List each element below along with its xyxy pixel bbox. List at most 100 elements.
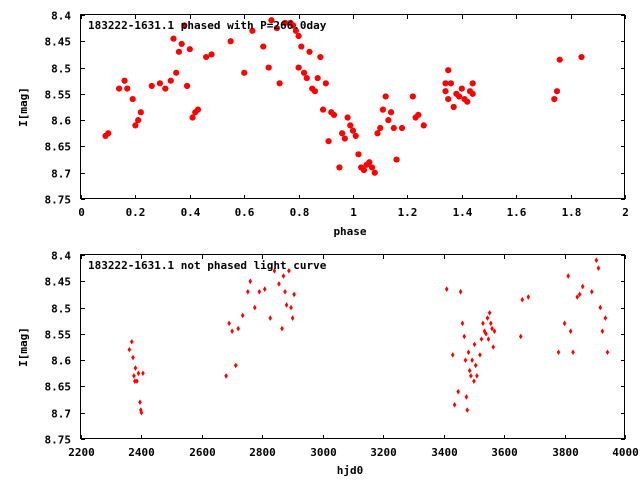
phased-data-point: [464, 98, 471, 105]
unphased-x-tick-label: 2600: [189, 446, 216, 459]
unphased-data-point: [290, 315, 295, 321]
phased-data-point: [186, 46, 193, 53]
unphased-data-point: [518, 333, 523, 340]
unphased-x-ticks: 2200 2400 2600 2800 3000 3200 3400 3600 3800 4000: [68, 255, 639, 459]
phased-data-point: [366, 159, 373, 166]
phased-plot: 0 0.2 0.4 0.6 0.8 1 1.2 1.4 1.6 1.8 2 8.48.458.58.…: [17, 10, 629, 239]
phased-data-point: [393, 156, 400, 163]
phased-data-point: [268, 17, 275, 24]
phased-y-tick-label: 8.4: [51, 10, 71, 23]
unphased-data-point: [230, 328, 234, 335]
phased-y-tick-label: 8.55: [45, 89, 72, 102]
phased-data-point: [249, 27, 256, 34]
unphased-data-point: [472, 378, 476, 384]
phased-data-point: [442, 88, 449, 95]
phased-data-point: [317, 53, 324, 61]
unphased-y-tick-label: 8.55: [45, 329, 72, 342]
phased-data-point: [339, 130, 346, 137]
unphased-data-point: [236, 325, 240, 332]
phased-data-point: [387, 109, 395, 116]
unphased-data-point: [129, 338, 134, 345]
phased-data-point: [556, 56, 563, 63]
phased-data-point: [167, 77, 174, 84]
unphased-y-tick-label: 8.7: [51, 408, 71, 421]
phased-data-point: [551, 96, 558, 103]
unphased-data-point: [452, 402, 457, 408]
phased-y-tick-label: 8.6: [51, 115, 71, 128]
phased-data-point: [469, 80, 476, 87]
unphased-data-point: [240, 312, 245, 319]
phased-data-point: [189, 114, 196, 121]
phased-x-tick-label: 0.2: [126, 206, 146, 219]
phased-data-point: [344, 114, 351, 121]
phased-plot-title: 183222-1631.1 phased with P=266.0day: [88, 19, 327, 32]
unphased-data-point: [475, 373, 479, 379]
phased-data-point: [325, 138, 332, 145]
unphased-data-point: [492, 328, 497, 335]
unphased-data-point: [224, 373, 228, 379]
unphased-x-tick-label: 2800: [249, 446, 276, 459]
unphased-data-point: [257, 289, 262, 295]
phased-data-point: [129, 96, 136, 103]
phased-data-point: [265, 64, 272, 71]
phased-data-point: [281, 19, 289, 26]
phased-data-point: [355, 151, 362, 158]
phased-x-tick-label: 0.6: [235, 206, 255, 219]
unphased-data-point: [589, 289, 594, 295]
phased-data-point: [360, 166, 367, 174]
unphased-data-point: [489, 320, 493, 327]
phased-data-point: [298, 43, 305, 50]
phased-data-point: [121, 77, 128, 84]
phased-data-point: [553, 88, 561, 95]
unphased-x-tick-label: 3600: [491, 446, 518, 459]
phased-data-point: [260, 43, 267, 50]
unphased-data-point: [566, 273, 570, 279]
phased-y-tick-label: 8.7: [51, 168, 71, 181]
unphased-data-point: [605, 349, 610, 356]
phased-y-tick-label: 8.45: [45, 36, 72, 49]
phased-data-point: [371, 169, 378, 176]
unphased-data-point: [479, 336, 484, 342]
phased-data-point: [385, 117, 392, 124]
phased-data-point: [319, 106, 327, 113]
unphased-y-ticks: 8.4 8.45 8.5 8.55 8.6 8.65 8.7 8.75: [45, 250, 625, 447]
unphased-data-point: [458, 289, 463, 295]
unphased-data-points: [127, 257, 610, 416]
phased-data-point: [322, 80, 329, 87]
phased-data-point: [469, 90, 476, 97]
unphased-data-point: [127, 346, 132, 353]
unphased-data-point: [472, 341, 477, 348]
unphased-data-point: [485, 315, 490, 321]
phased-data-point: [352, 132, 359, 140]
unphased-data-point: [139, 409, 144, 416]
unphased-data-point: [283, 289, 287, 295]
phased-x-tick-label: 2: [622, 206, 629, 219]
phased-data-point: [105, 130, 112, 137]
phased-data-point: [450, 103, 457, 111]
phased-x-axis-label: phase: [333, 225, 366, 238]
phased-data-point: [447, 80, 455, 87]
unphased-data-point: [227, 320, 231, 327]
unphased-data-point: [556, 349, 561, 356]
phased-data-point: [162, 85, 169, 92]
unphased-data-point: [600, 328, 605, 335]
unphased-data-point: [136, 370, 141, 377]
phased-data-point: [276, 80, 283, 87]
phased-x-tick-label: 1.2: [398, 206, 418, 219]
phased-data-point: [290, 22, 297, 29]
phased-x-tick-label: 0.8: [290, 206, 310, 219]
phased-data-point: [578, 53, 585, 61]
phased-data-point: [398, 124, 406, 132]
unphased-x-tick-label: 3000: [310, 446, 337, 459]
unphased-data-point: [467, 367, 472, 374]
unphased-data-point: [490, 325, 494, 332]
unphased-data-point: [141, 370, 145, 377]
unphased-data-point: [478, 352, 482, 358]
phased-data-point: [124, 85, 131, 92]
unphased-data-point: [562, 320, 567, 327]
unphased-data-point: [460, 320, 465, 327]
phased-data-point: [445, 67, 452, 74]
phased-data-point: [227, 38, 234, 45]
phased-data-point: [415, 111, 422, 118]
